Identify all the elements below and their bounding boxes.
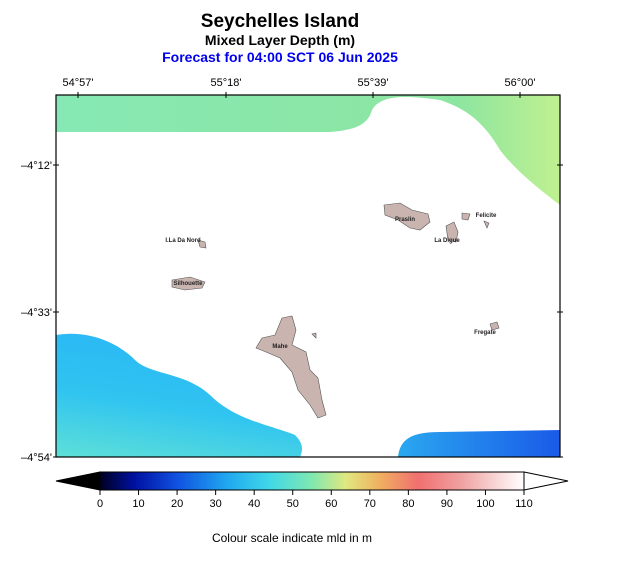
colorbar-label: 0 <box>97 498 103 510</box>
colorbar-label: 30 <box>210 498 222 510</box>
island-label: Fregate <box>474 330 496 336</box>
colorbar-label: 100 <box>476 498 494 510</box>
mld-region <box>56 95 560 205</box>
lon-label: 54°57' <box>63 77 94 89</box>
island-label: Felicite <box>476 213 497 219</box>
island-label: Mahe <box>272 344 288 350</box>
colorbar-label: 80 <box>402 498 414 510</box>
island-label: La Digue <box>434 238 460 244</box>
colorbar-label: 90 <box>441 498 453 510</box>
map-frame <box>55 94 561 458</box>
island-label: Praslin <box>395 217 415 223</box>
mld-region <box>398 430 560 457</box>
lon-label: 55°18' <box>211 77 242 89</box>
islands <box>171 202 500 419</box>
forecast: Forecast for 04:00 SCT 06 Jun 2025 <box>162 49 398 65</box>
lat-label: –4°12' <box>21 160 52 172</box>
colorbar <box>55 471 569 491</box>
island-label: Silhouette <box>173 281 203 287</box>
colorbar-label: 110 <box>515 498 533 510</box>
colorbar-label: 10 <box>132 498 144 510</box>
lat-label: –4°54' <box>21 452 52 464</box>
island-label: I.La Da Nord <box>165 238 201 244</box>
mld-region <box>56 333 303 457</box>
title: Seychelles Island <box>201 11 359 32</box>
colorbar-label: 60 <box>325 498 337 510</box>
colorbar-label: 50 <box>287 498 299 510</box>
map <box>55 94 561 458</box>
subtitle: Mixed Layer Depth (m) <box>205 32 355 48</box>
lon-label: 55°39' <box>358 77 389 89</box>
colorbar-label: 20 <box>171 498 183 510</box>
lon-label: 56°00' <box>505 77 536 89</box>
colorbar-caption: Colour scale indicate mld in m <box>212 531 372 545</box>
colorbar-label: 40 <box>248 498 260 510</box>
colorbar-label: 70 <box>364 498 376 510</box>
lat-label: –4°33' <box>21 307 52 319</box>
